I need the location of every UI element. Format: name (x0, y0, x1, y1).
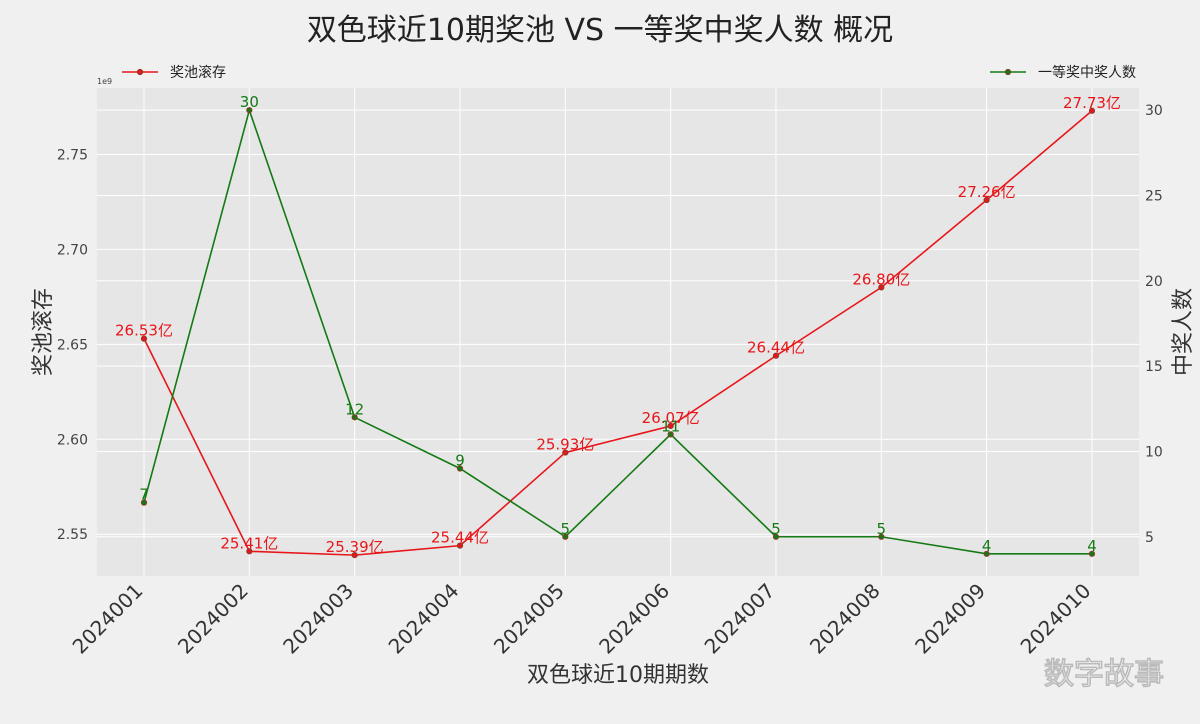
point-pool (878, 284, 885, 291)
right-axis-label: 中奖人数 (1171, 288, 1196, 376)
point-winners (562, 533, 569, 540)
data-label-winners: 5 (877, 520, 887, 538)
legend-label-winners: 一等奖中奖人数 (1038, 64, 1136, 81)
data-label-pool: 25.93亿 (536, 436, 594, 454)
point-pool (456, 542, 464, 549)
x-tick-label: 2024001 (68, 579, 148, 659)
left-tick-label: 2.75 (57, 147, 88, 163)
x-tick-label: 2024007 (700, 579, 780, 659)
data-label-pool: 25.44亿 (431, 529, 489, 547)
x-tick-label: 2024003 (278, 579, 358, 659)
data-label-winners: 11 (661, 417, 680, 435)
data-label-winners: 5 (561, 520, 571, 538)
right-tick-label: 10 (1145, 444, 1163, 460)
data-label-winners: 30 (240, 93, 259, 111)
series-line-winners (143, 107, 1092, 555)
left-y-axis: 2.55 2.60 2.65 2.70 2.75 (57, 147, 88, 543)
data-label-winners: 7 (139, 486, 149, 504)
right-y-axis: 5 10 15 20 25 30 (1145, 103, 1163, 546)
legend-left: 奖池滚存 (122, 64, 226, 81)
data-label-winners: 4 (982, 537, 992, 555)
right-tick-label: 5 (1145, 530, 1154, 546)
point-pool (1088, 107, 1096, 114)
x-axis-label: 双色球近10期期数 (527, 663, 709, 688)
data-label-winners: 9 (455, 452, 465, 470)
legend-label-pool: 奖池滚存 (170, 64, 226, 81)
left-axis-label: 奖池滚存 (31, 288, 56, 376)
plot-area (97, 88, 1139, 576)
data-label-pool: 26.44亿 (747, 339, 805, 357)
point-pool (562, 449, 569, 456)
point-winners (667, 431, 674, 438)
x-tick-label: 2024005 (489, 579, 569, 659)
point-winners (983, 550, 990, 557)
point-winners (456, 465, 464, 472)
point-winners (772, 533, 780, 540)
point-winners (351, 414, 358, 421)
x-tick-label: 2024008 (805, 579, 885, 659)
data-label-pool: 27.26亿 (958, 183, 1016, 201)
watermark: 数字故事 (1044, 657, 1164, 692)
data-label-pool: 26.53亿 (115, 322, 173, 340)
data-label-winners: 12 (345, 400, 364, 418)
series-line-pool (143, 110, 1093, 556)
point-pool (983, 196, 990, 204)
data-label-pool: 27.73亿 (1063, 94, 1121, 112)
series-layer: 26.53亿 25.41亿 25.39亿 25.44亿 25.93亿 26.07亿 26.4… (115, 93, 1121, 559)
x-tick-label: 2024006 (594, 579, 674, 659)
point-pool (351, 552, 358, 559)
point-pool (140, 335, 148, 342)
data-label-pool: 25.41亿 (220, 534, 278, 552)
right-tick-label: 15 (1145, 359, 1163, 375)
data-label-pool: 25.39亿 (326, 538, 384, 556)
point-pool (246, 548, 253, 555)
point-winners (246, 107, 253, 114)
legend-right: 一等奖中奖人数 (990, 64, 1136, 81)
x-axis: 2024001 2024002 2024003 2024004 2024005 20240… (68, 579, 1096, 659)
right-tick-label: 30 (1145, 103, 1163, 119)
point-pool (772, 352, 780, 359)
right-tick-label: 25 (1145, 188, 1163, 204)
data-label-winners: 4 (1087, 537, 1097, 555)
left-tick-label: 2.55 (57, 527, 88, 543)
point-winners (140, 499, 148, 506)
right-tick-label: 20 (1145, 274, 1163, 290)
legend-marker-pool (136, 68, 144, 76)
point-winners (1088, 550, 1096, 557)
x-tick-label: 2024002 (173, 579, 253, 659)
x-tick-label: 2024004 (384, 579, 464, 659)
left-tick-label: 2.70 (57, 242, 88, 258)
data-label-pool: 26.80亿 (852, 270, 910, 288)
x-tick-label: 2024009 (910, 579, 990, 659)
x-tick-label: 2024010 (1016, 579, 1096, 659)
data-label-pool: 26.07亿 (642, 409, 700, 427)
chart-title: 双色球近10期奖池 VS 一等奖中奖人数 概况 (307, 13, 893, 48)
data-label-winners: 5 (771, 520, 781, 538)
left-tick-label: 2.65 (57, 337, 88, 353)
legend-marker-winners (1004, 68, 1012, 76)
point-pool (667, 422, 674, 430)
left-tick-label: 2.60 (57, 432, 88, 448)
point-winners (878, 533, 885, 540)
left-axis-offset: 1e9 (97, 77, 112, 86)
